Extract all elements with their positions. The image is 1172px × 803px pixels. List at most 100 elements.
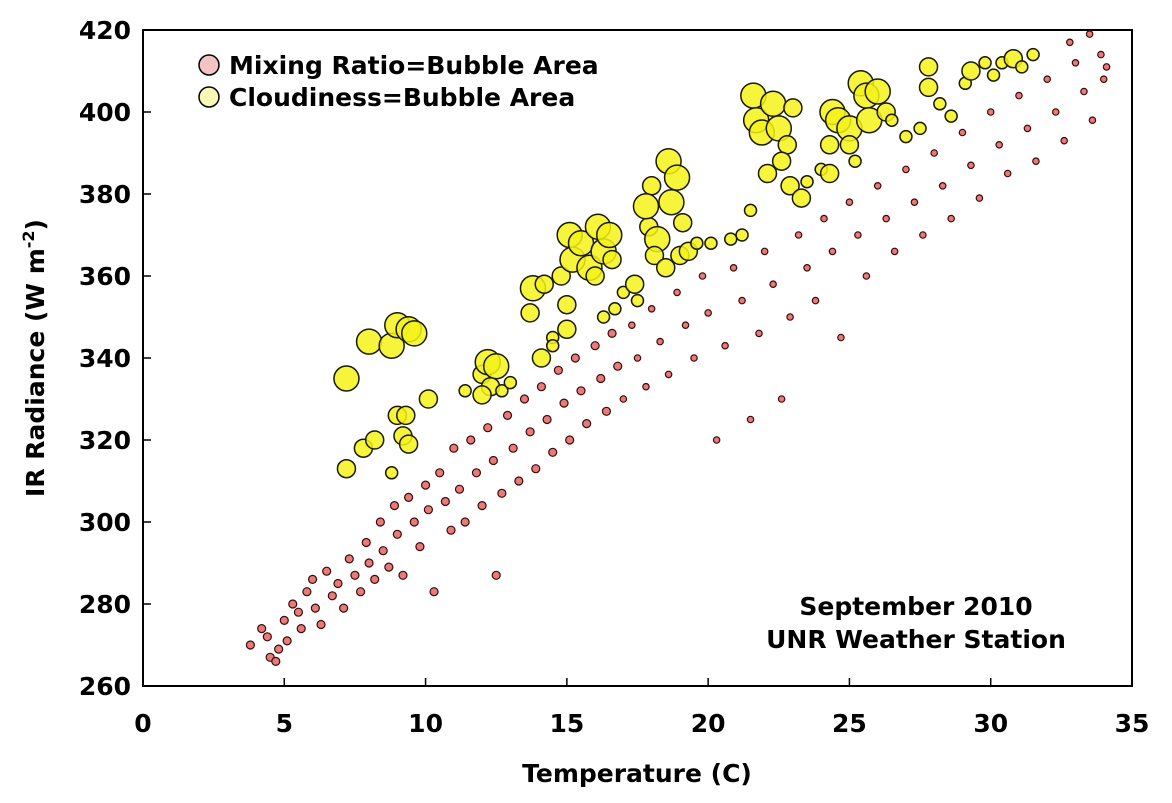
mixing-ratio-bubble [582, 419, 592, 429]
mixing-ratio-bubble [995, 141, 1003, 149]
mixing-ratio-bubble [1085, 30, 1094, 38]
mixing-ratio-bubble [327, 591, 337, 601]
y-tick-label: 400 [79, 98, 131, 127]
x-tick-label: 5 [276, 709, 293, 738]
mixing-ratio-bubble [570, 353, 580, 363]
cloudiness-bubble [656, 258, 676, 278]
mixing-ratio-bubble [664, 370, 673, 379]
y-tick-label: 300 [79, 508, 131, 537]
mixing-ratio-bubble [712, 436, 721, 444]
annotation: September 2010 UNR Weather Station [766, 592, 1066, 654]
mixing-ratio-bubble [1097, 50, 1105, 59]
mixing-ratio-bubble [681, 321, 690, 330]
cloudiness-bubble [913, 121, 927, 136]
mixing-ratio-bubble [882, 214, 890, 223]
cloudiness-bubble [551, 266, 571, 286]
mixing-ratio-bubble [873, 182, 882, 190]
mixing-ratio-bubble [378, 546, 388, 556]
mixing-ratio-bubble [1060, 136, 1068, 145]
mixing-ratio-bubble [293, 607, 304, 617]
mixing-ratio-bubble [519, 394, 530, 404]
cloudiness-bubble [531, 348, 552, 368]
cloudiness-bubble [472, 385, 492, 405]
cloudiness-bubble [944, 109, 958, 123]
mixing-ratio-bubble [1051, 108, 1060, 116]
annotation-line-1: September 2010 [799, 592, 1032, 621]
mixing-ratio-bubble [673, 288, 681, 297]
y-axis: 260 280 300 320 340 360 380 400 420 [79, 16, 151, 701]
mixing-ratio-bubble [466, 435, 476, 445]
cloudiness-bubble [819, 163, 840, 184]
cloudiness-bubble [819, 135, 840, 155]
mixing-ratio-bubble [845, 198, 854, 207]
series-mixing-ratio [245, 30, 1111, 667]
mixing-ratio-bubble [375, 517, 385, 527]
mixing-ratio-bubble [420, 480, 431, 490]
mixing-ratio-bubble [786, 313, 794, 321]
x-tick-label: 0 [134, 709, 151, 738]
mixing-ratio-bubble [1023, 124, 1032, 133]
cloudiness-bubble [735, 228, 749, 242]
mixing-ratio-bubble [738, 296, 746, 305]
mixing-ratio-bubble [902, 165, 910, 174]
mixing-ratio-bubble [398, 570, 408, 580]
cloudiness-bubble [918, 77, 939, 98]
y-tick-label: 280 [79, 590, 131, 619]
cloudiness-bubble [418, 389, 439, 409]
mixing-ratio-bubble [279, 615, 289, 626]
data-points [245, 30, 1111, 667]
cloudiness-bubble [759, 90, 787, 118]
mixing-ratio-bubble [837, 333, 845, 342]
mixing-ratio-bubble [542, 414, 552, 425]
mixing-ratio-bubble [553, 365, 563, 375]
mixing-ratio-bubble [350, 570, 360, 580]
mixing-ratio-bubble [938, 182, 947, 190]
cloudiness-bubble [557, 294, 577, 315]
cloudiness-bubble [961, 61, 981, 81]
mixing-ratio-bubble [536, 382, 547, 392]
cloudiness-bubble [401, 320, 428, 347]
mixing-ratio-bubble [404, 492, 414, 502]
x-tick-label: 35 [1115, 709, 1150, 738]
y-axis-label-main: IR Radiance (W m [21, 248, 50, 497]
x-tick-label: 10 [408, 709, 443, 738]
mixing-ratio-bubble [364, 558, 374, 568]
mixing-ratio-bubble [947, 214, 955, 223]
mixing-ratio-bubble [769, 280, 777, 289]
mixing-ratio-bubble [316, 619, 326, 630]
mixing-ratio-bubble [508, 443, 518, 453]
cloudiness-bubble [791, 188, 812, 208]
mixing-ratio-bubble [1088, 116, 1097, 125]
cloudiness-bubble [783, 98, 803, 118]
cloudiness-bubble [336, 458, 357, 479]
cloudiness-bubble [800, 174, 814, 189]
mixing-ratio-bubble [729, 263, 738, 272]
mixing-ratio-bubble [384, 562, 394, 572]
cloudiness-bubble [839, 135, 860, 155]
mixing-ratio-bubble [446, 525, 456, 535]
mixing-ratio-bubble [355, 587, 366, 597]
cloudiness-bubble [545, 338, 560, 353]
mixing-ratio-bubble [565, 435, 575, 445]
cloudiness-bubble [704, 236, 718, 250]
cloudiness-bubble [641, 176, 662, 196]
mixing-ratio-bubble [429, 587, 439, 597]
mixing-ratio-bubble [910, 198, 919, 207]
mixing-ratio-bubble [854, 231, 862, 239]
cloudiness-bubble [918, 57, 939, 77]
mixing-ratio-bubble [986, 108, 995, 116]
mixing-ratio-bubble [704, 309, 712, 317]
cloudiness-bubble [355, 328, 383, 355]
cloudiness-bubble [1015, 60, 1029, 74]
mixing-ratio-bubble [282, 636, 292, 646]
y-tick-label: 380 [79, 180, 131, 209]
mixing-ratio-bubble [389, 501, 400, 511]
mixing-ratio-bubble [803, 263, 811, 272]
mixing-ratio-bubble [958, 128, 967, 137]
mixing-ratio-bubble [633, 354, 642, 362]
cloudiness-bubble [608, 302, 622, 316]
mixing-ratio-bubble [828, 247, 837, 256]
mixing-ratio-bubble [601, 406, 612, 416]
x-tick-label: 15 [549, 709, 584, 738]
